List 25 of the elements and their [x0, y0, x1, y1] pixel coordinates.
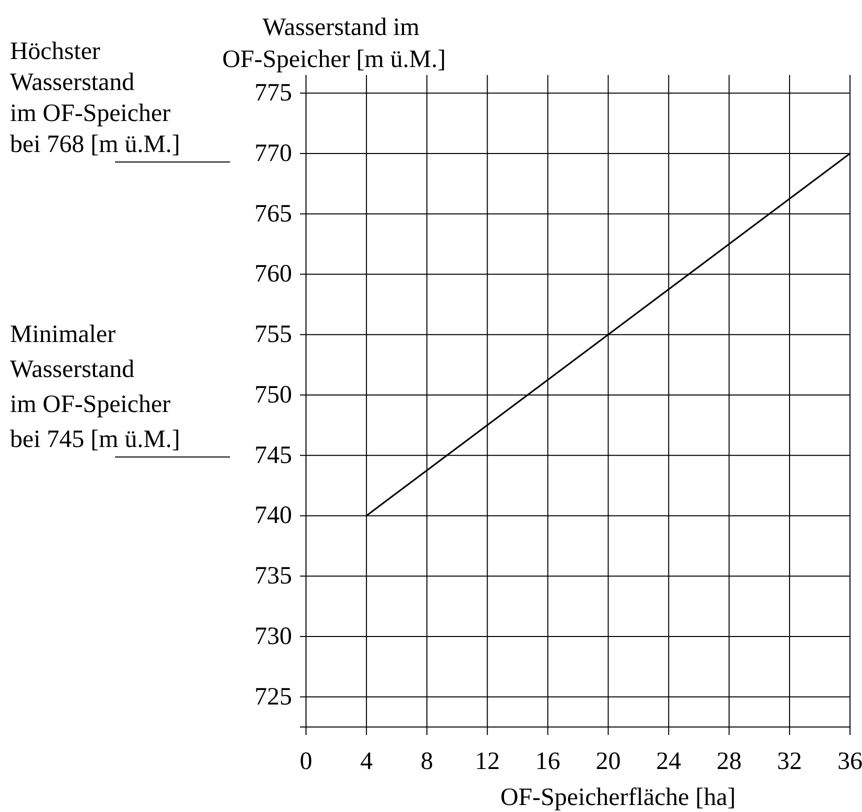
y-tick-label: 745	[254, 442, 292, 469]
y-tick-label: 770	[254, 140, 292, 167]
y-tick-label: 725	[254, 683, 292, 710]
y-tick-label: 750	[254, 381, 292, 408]
x-tick-label: 20	[596, 748, 621, 775]
x-tick-label: 24	[656, 748, 682, 775]
y-axis-title: Wasserstand im OF-Speicher [m ü.M.]	[222, 14, 446, 73]
text: Höchster Wasserstand im OF-Speicher bei 768 [m ü.M.]	[10, 38, 180, 158]
y-tick-label: 775	[254, 80, 292, 107]
x-tick-label: 32	[777, 748, 802, 775]
x-axis-title: OF-Speicherfläche [ha]	[500, 784, 736, 811]
x-tick-label: 28	[716, 748, 742, 775]
x-tick-label: 36	[838, 748, 862, 775]
text: Minimaler Wasserstand im OF-Speicher bei 745 [m ü.M.]	[10, 321, 180, 453]
y-tick-label: 760	[254, 260, 292, 288]
x-tick-label: 4	[360, 748, 374, 775]
y-tick-label: 730	[254, 622, 292, 650]
y-tick-label: 755	[254, 321, 292, 348]
y-tick-label: 735	[254, 562, 292, 590]
y-tick-label: 765	[254, 200, 292, 228]
x-tick-label: 12	[474, 748, 500, 775]
y-tick-label: 740	[254, 502, 292, 530]
x-tick-label: 16	[535, 748, 560, 775]
x-tick-label: 0	[300, 748, 312, 775]
x-tick-label: 8	[420, 748, 434, 775]
